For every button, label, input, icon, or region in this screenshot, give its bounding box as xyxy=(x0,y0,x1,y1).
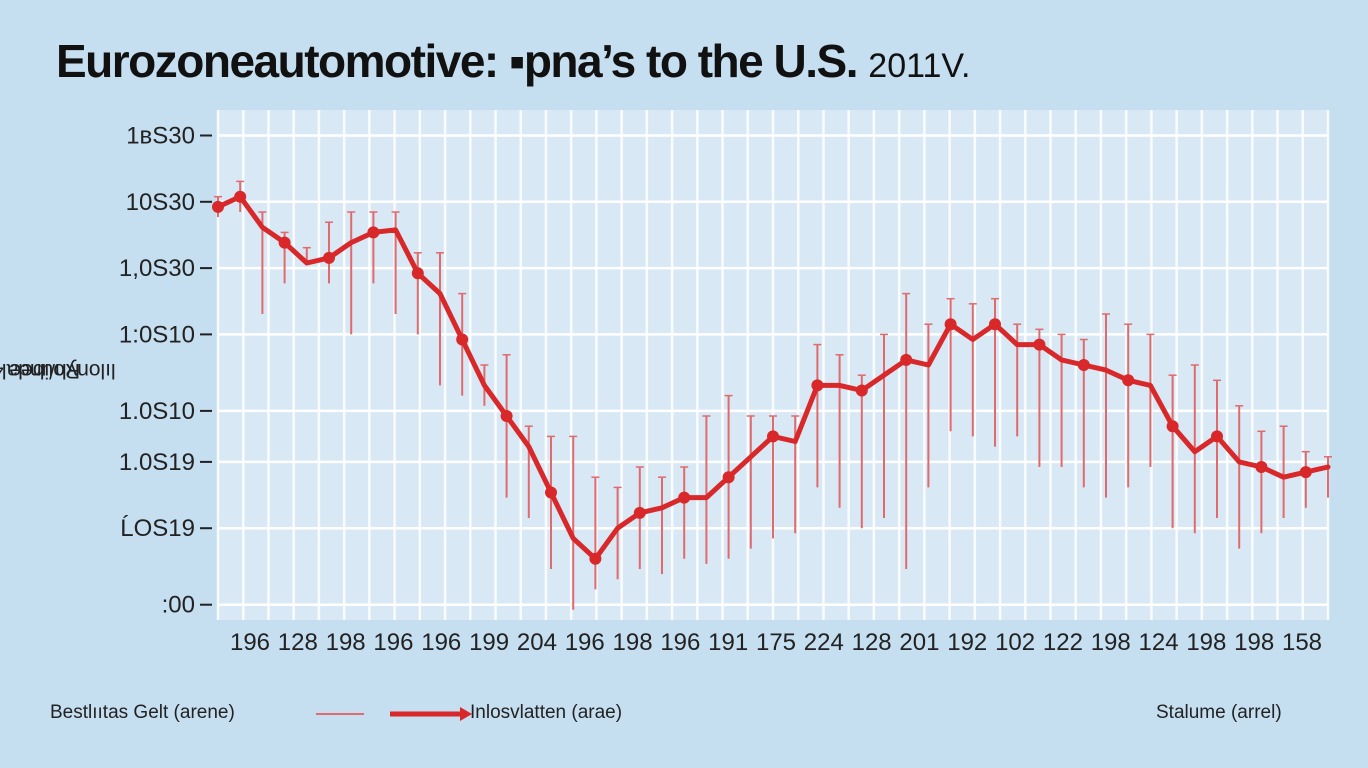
y-tick-label: :00 xyxy=(162,592,195,619)
x-tick-label: 204 xyxy=(517,629,557,656)
legend-item-left: Bestlııtas Gelt (arene) xyxy=(50,702,235,723)
x-tick-label: 198 xyxy=(1091,629,1131,656)
x-tick-label: 196 xyxy=(421,629,461,656)
data-point xyxy=(811,379,824,392)
y-axis-ticks: 1ʙS30 10S30 1,0S30 1:0S10 1.0S10 1.0S19 ĹOS19:… xyxy=(119,123,212,619)
data-series xyxy=(212,190,1331,565)
x-tick-label: 122 xyxy=(1043,629,1083,656)
x-axis-ticks: 196 128 198 196 196 199 204 196 198 196 191 175 224 1… xyxy=(230,629,1322,656)
y-tick-label: 1:0S10 xyxy=(119,321,195,348)
data-point xyxy=(589,552,602,565)
x-tick-label: 175 xyxy=(756,629,796,656)
data-point xyxy=(278,236,291,249)
x-tick-label: 192 xyxy=(947,629,987,656)
chart-title-main: Eurozoneautomotive: ▪︎pna’s to the U.S. xyxy=(56,35,859,87)
legend-swatches xyxy=(316,707,472,721)
data-point xyxy=(1255,461,1268,473)
x-tick-label: 128 xyxy=(278,629,318,656)
x-tick-label: 196 xyxy=(660,629,700,656)
x-tick-label: 124 xyxy=(1139,629,1179,656)
x-tick-label: 198 xyxy=(613,629,653,656)
data-point xyxy=(678,491,691,504)
data-point xyxy=(855,384,868,397)
x-tick-label: 196 xyxy=(565,629,605,656)
legend-arrow-icon xyxy=(460,707,472,721)
data-point xyxy=(900,353,913,366)
x-tick-label: 201 xyxy=(899,629,939,656)
x-tick-label: 158 xyxy=(1282,629,1322,656)
chart-title: Eurozoneautomotive: ▪︎pna’s to the U.S. … xyxy=(56,34,970,88)
data-point xyxy=(545,486,557,499)
data-point xyxy=(1122,374,1135,387)
data-point xyxy=(323,251,335,264)
x-tick-label: 198 xyxy=(1186,629,1226,656)
data-point xyxy=(234,190,247,203)
x-tick-label: 224 xyxy=(804,629,844,656)
x-tick-label: 199 xyxy=(469,629,509,656)
x-tick-label: 128 xyxy=(852,629,892,656)
data-point xyxy=(367,226,380,239)
data-point xyxy=(767,430,779,443)
x-tick-label: 196 xyxy=(230,629,270,656)
data-point xyxy=(456,333,469,346)
data-point xyxy=(722,471,735,484)
x-tick-label: 102 xyxy=(995,629,1035,656)
y-tick-label: 1.0S19 xyxy=(119,449,195,476)
data-point xyxy=(411,267,424,280)
x-tick-label: 198 xyxy=(326,629,366,656)
y-tick-label: 1.0S10 xyxy=(119,398,195,425)
x-tick-label: 191 xyxy=(708,629,748,656)
legend-item-middle: Inlosvlatten (arae) xyxy=(470,702,623,723)
y-tick-label: 10S30 xyxy=(126,189,195,216)
grid-lines xyxy=(216,110,1330,620)
y-tick-label: 1ʙS30 xyxy=(126,123,195,150)
data-point xyxy=(500,410,513,422)
data-point xyxy=(1166,420,1179,433)
data-point xyxy=(1299,466,1312,479)
data-point xyxy=(1077,359,1090,371)
data-point xyxy=(212,200,224,213)
chart-title-suffix: 2011V. xyxy=(868,47,971,85)
y-tick-label: ĹOS19 xyxy=(120,515,195,542)
x-tick-label: 196 xyxy=(373,629,413,656)
legend-item-right: Stalume (arrel) xyxy=(1156,702,1282,723)
y-tick-label: 1,0S30 xyxy=(119,255,195,282)
data-point xyxy=(1033,338,1046,351)
x-tick-label: 198 xyxy=(1234,629,1274,656)
data-point xyxy=(944,318,957,331)
data-point xyxy=(633,506,646,519)
data-point xyxy=(989,318,1001,331)
data-point xyxy=(1211,430,1223,443)
